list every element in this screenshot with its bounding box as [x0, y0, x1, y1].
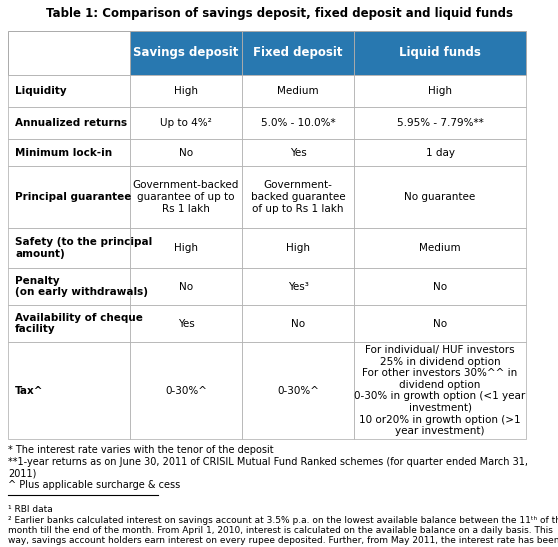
Bar: [130, 166, 242, 228]
Text: Safety (to the principal
amount): Safety (to the principal amount): [15, 237, 152, 259]
Text: Tax^: Tax^: [15, 386, 44, 395]
Text: Minimum lock-in: Minimum lock-in: [15, 148, 112, 158]
Text: No: No: [179, 282, 193, 292]
Text: High: High: [286, 243, 310, 253]
Text: ¹ RBI data: ¹ RBI data: [8, 505, 53, 514]
Bar: [354, 31, 526, 75]
Bar: [354, 228, 526, 268]
Bar: [242, 139, 354, 166]
Text: Savings deposit: Savings deposit: [133, 46, 239, 60]
Text: Medium: Medium: [277, 86, 319, 96]
Bar: [242, 305, 354, 342]
Text: For individual/ HUF investors
25% in dividend option
For other investors 30%^^ i: For individual/ HUF investors 25% in div…: [354, 345, 526, 436]
Bar: [8, 268, 130, 305]
Bar: [242, 107, 354, 139]
Bar: [242, 75, 354, 107]
Text: Yes: Yes: [290, 148, 306, 158]
Bar: [130, 75, 242, 107]
Bar: [242, 342, 354, 439]
Text: Government-
backed guarantee
of up to Rs 1 lakh: Government- backed guarantee of up to Rs…: [251, 181, 345, 213]
Bar: [354, 342, 526, 439]
Bar: [242, 228, 354, 268]
Text: Annualized returns: Annualized returns: [15, 118, 127, 128]
Bar: [242, 166, 354, 228]
Text: Yes³: Yes³: [287, 282, 309, 292]
Bar: [130, 342, 242, 439]
Text: 0-30%^: 0-30%^: [165, 386, 207, 395]
Text: Yes: Yes: [177, 318, 194, 329]
Bar: [130, 228, 242, 268]
Bar: [130, 139, 242, 166]
Text: No guarantee: No guarantee: [405, 192, 475, 202]
Bar: [8, 107, 130, 139]
Bar: [130, 107, 242, 139]
Bar: [8, 342, 130, 439]
Text: Up to 4%²: Up to 4%²: [160, 118, 212, 128]
Bar: [8, 139, 130, 166]
Bar: [8, 228, 130, 268]
Text: 1 day: 1 day: [426, 148, 455, 158]
Bar: [130, 31, 242, 75]
Bar: [130, 305, 242, 342]
Text: 5.0% - 10.0%*: 5.0% - 10.0%*: [261, 118, 335, 128]
Text: ² Earlier banks calculated interest on savings account at 3.5% p.a. on the lowes: ² Earlier banks calculated interest on s…: [8, 515, 558, 547]
Text: No: No: [179, 148, 193, 158]
Bar: [8, 75, 130, 107]
Bar: [354, 268, 526, 305]
Bar: [130, 268, 242, 305]
Bar: [242, 31, 354, 75]
Bar: [354, 305, 526, 342]
Bar: [354, 107, 526, 139]
Text: High: High: [174, 86, 198, 96]
Text: 5.95% - 7.79%**: 5.95% - 7.79%**: [397, 118, 483, 128]
Bar: [354, 75, 526, 107]
Text: Principal guarantee: Principal guarantee: [15, 192, 131, 202]
Text: Government-backed
guarantee of up to
Rs 1 lakh: Government-backed guarantee of up to Rs …: [133, 181, 239, 213]
Bar: [8, 305, 130, 342]
Text: High: High: [428, 86, 452, 96]
Text: Availability of cheque
facility: Availability of cheque facility: [15, 313, 143, 334]
Text: Penalty
(on early withdrawals): Penalty (on early withdrawals): [15, 276, 148, 298]
Text: Liquidity: Liquidity: [15, 86, 66, 96]
Text: Medium: Medium: [419, 243, 461, 253]
Text: **1-year returns as on June 30, 2011 of CRISIL Mutual Fund Ranked schemes (for q: **1-year returns as on June 30, 2011 of …: [8, 457, 528, 478]
Bar: [354, 139, 526, 166]
Text: Liquid funds: Liquid funds: [399, 46, 481, 60]
Bar: [242, 268, 354, 305]
Text: ^ Plus applicable surcharge & cess: ^ Plus applicable surcharge & cess: [8, 480, 180, 490]
Text: Table 1: Comparison of savings deposit, fixed deposit and liquid funds: Table 1: Comparison of savings deposit, …: [46, 7, 512, 20]
Text: No: No: [433, 282, 447, 292]
Bar: [8, 166, 130, 228]
Bar: [8, 31, 130, 75]
Text: No: No: [291, 318, 305, 329]
Text: Fixed deposit: Fixed deposit: [253, 46, 343, 60]
Text: * The interest rate varies with the tenor of the deposit: * The interest rate varies with the teno…: [8, 445, 273, 455]
Text: High: High: [174, 243, 198, 253]
Bar: [354, 166, 526, 228]
Text: No: No: [433, 318, 447, 329]
Text: 0-30%^: 0-30%^: [277, 386, 319, 395]
